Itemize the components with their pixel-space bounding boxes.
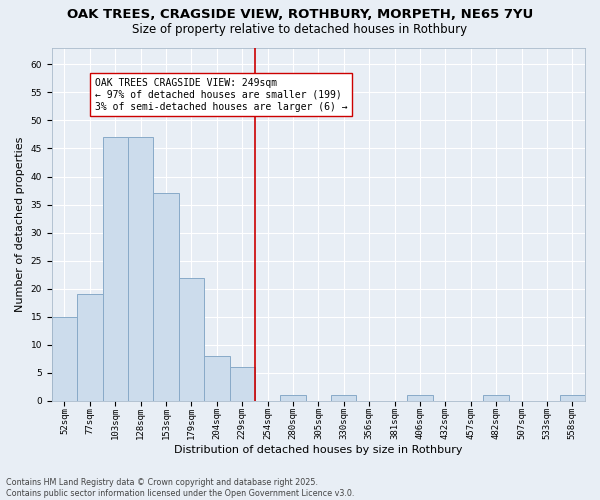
Bar: [331, 396, 356, 401]
Text: OAK TREES, CRAGSIDE VIEW, ROTHBURY, MORPETH, NE65 7YU: OAK TREES, CRAGSIDE VIEW, ROTHBURY, MORP…: [67, 8, 533, 20]
Bar: [128, 138, 154, 401]
Bar: [179, 278, 204, 401]
Bar: [154, 194, 179, 401]
Bar: [103, 138, 128, 401]
Text: Contains HM Land Registry data © Crown copyright and database right 2025.
Contai: Contains HM Land Registry data © Crown c…: [6, 478, 355, 498]
Y-axis label: Number of detached properties: Number of detached properties: [15, 136, 25, 312]
X-axis label: Distribution of detached houses by size in Rothbury: Distribution of detached houses by size …: [174, 445, 463, 455]
Bar: [484, 396, 509, 401]
Bar: [52, 317, 77, 401]
Text: OAK TREES CRAGSIDE VIEW: 249sqm
← 97% of detached houses are smaller (199)
3% of: OAK TREES CRAGSIDE VIEW: 249sqm ← 97% of…: [95, 78, 347, 112]
Bar: [230, 368, 255, 401]
Bar: [560, 396, 585, 401]
Bar: [407, 396, 433, 401]
Bar: [77, 294, 103, 401]
Bar: [280, 396, 305, 401]
Text: Size of property relative to detached houses in Rothbury: Size of property relative to detached ho…: [133, 22, 467, 36]
Bar: [204, 356, 230, 401]
